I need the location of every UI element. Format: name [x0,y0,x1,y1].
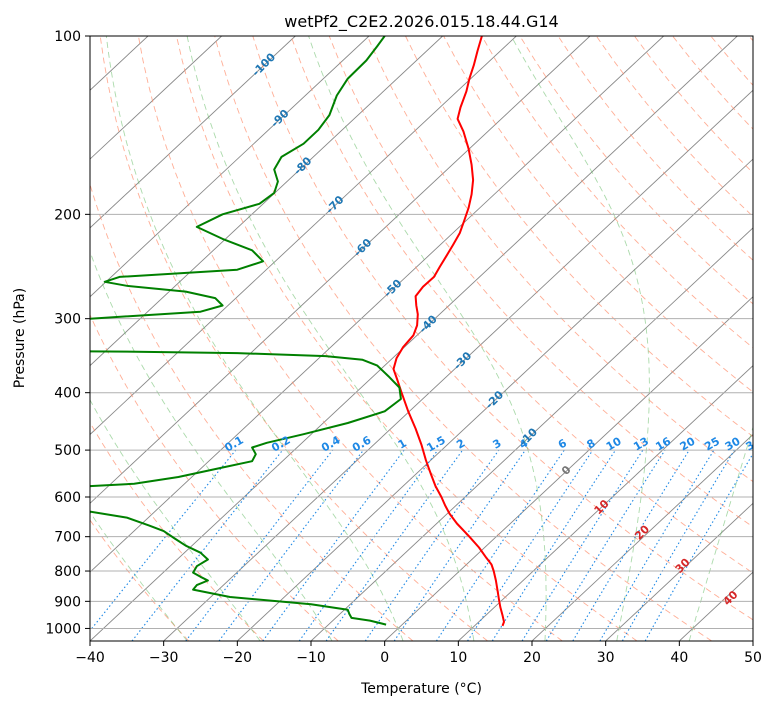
isotherm-line [90,36,738,641]
mixing-ratio-line [467,449,594,641]
chart-title: wetPf2_C2E2.2026.015.18.44.G14 [284,12,558,32]
background-lines [90,36,753,641]
moist-adiabat-line [90,398,261,641]
isotherm-line [90,36,370,298]
moist-adiabat-line [105,36,404,641]
mixing-ratio-label: 36 [744,434,764,453]
x-tick-label: 40 [670,650,688,666]
y-tick-label: 700 [54,530,81,546]
x-tick-label: 30 [597,650,615,666]
y-tick-label: 400 [54,386,81,402]
x-tick-label: −10 [296,650,326,666]
mixing-ratio-line [262,449,405,641]
pressure-gridlines [90,36,753,629]
mixing-ratio-line [521,449,644,641]
x-tick-label: 20 [523,650,541,666]
y-tick-label: 600 [54,490,81,506]
mixing-ratio-line [298,449,439,641]
moist-adiabat-line [186,36,475,641]
x-axis-title: Temperature (°C) [360,681,482,697]
x-tick-label: 10 [449,650,467,666]
mixing-ratio-line [393,449,526,641]
mixing-ratio-line [572,449,690,641]
dewpoint-profile-line [90,36,402,626]
y-tick-label: 200 [54,207,81,223]
dry-adiabat-line [176,36,638,641]
dry-adiabat-line [290,36,753,574]
mixing-ratio-line [491,449,616,641]
isotherm-line [90,36,664,573]
mixing-ratio-line [325,449,464,641]
x-tick-label: −20 [223,650,253,666]
y-tick-label: 100 [54,29,81,45]
x-tick-label: 0 [380,650,389,666]
isotherm-line [90,36,443,367]
isotherm-line [163,89,753,641]
x-tick-label: 50 [744,650,762,666]
isotherm-line [531,433,753,641]
mixing-ratio-line [90,449,237,632]
dry-adiabat-line [99,36,488,641]
isotherm-line [237,158,753,641]
dry-adiabat-line [328,36,753,528]
y-tick-label: 500 [54,443,81,459]
moist-adiabat-line [308,36,547,641]
x-tick-label: −30 [149,650,179,666]
isotherm-line [605,502,753,641]
dry-adiabat-line [214,36,712,641]
isotherm-line [458,364,753,641]
mixing-ratio-line [545,449,666,641]
x-tick-label: −40 [75,650,105,666]
temperature-profile-line [392,36,505,627]
y-tick-label: 800 [54,564,81,580]
profile-lines [90,36,505,627]
y-axis-title: Pressure (hPa) [12,288,28,388]
isotherm-line [90,36,222,160]
isotherm-line [384,296,753,641]
dry-adiabat-line [252,36,753,621]
moist-adiabat-line [90,511,188,641]
isotherm-line [90,36,591,504]
dry-adiabat-line [90,421,264,641]
moist-adiabat-line [688,425,753,641]
y-tick-label: 300 [54,312,81,328]
isotherm-line [90,36,517,436]
y-tick-label: 1000 [45,621,81,637]
mixing-ratio-line [364,449,500,641]
isotherm-line [90,36,296,229]
moist-adiabat-line [90,250,333,641]
mixing-ratio-line [435,449,565,641]
plot-frame [89,35,754,642]
x-axis: −40 −30 −20 −10 0 10 20 30 40 50 [75,641,762,666]
dry-adiabat-line [90,182,414,641]
y-axis: 100 200 300 400 500 600 700 800 900 1000 [45,29,90,637]
y-tick-label: 900 [54,594,81,610]
mixing-ratio-line [218,449,364,641]
